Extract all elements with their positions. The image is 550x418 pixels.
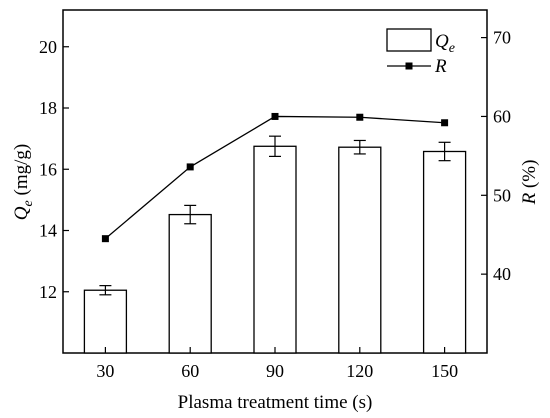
y-axis-title-main: Q <box>11 206 32 220</box>
y-tick-label-12: 12 <box>39 282 57 302</box>
y2-tick-label-70: 70 <box>493 28 511 48</box>
y2-tick-label-60: 60 <box>493 106 511 126</box>
y-axis-title: Qe (mg/g) <box>11 144 36 220</box>
point-r-90 <box>271 112 279 120</box>
bar-120 <box>338 146 382 354</box>
y2-axis-title-main: R <box>519 192 540 205</box>
y-tick-label-16: 16 <box>39 159 57 179</box>
x-tick-label-30: 30 <box>96 361 114 381</box>
legend-bar-label-main: Q <box>435 31 449 52</box>
y2-tick-label-40: 40 <box>493 264 511 284</box>
x-tick-label-60: 60 <box>181 361 199 381</box>
bar-60 <box>168 213 212 354</box>
y-tick-label-20: 20 <box>39 37 57 57</box>
legend-line-label: R <box>434 56 447 77</box>
point-r-60 <box>186 163 194 171</box>
x-tick-label-90: 90 <box>266 361 284 381</box>
y-axis-title-unit: (mg/g) <box>11 144 32 200</box>
y-tick-label-18: 18 <box>39 98 57 118</box>
x-tick-label-120: 120 <box>346 361 373 381</box>
point-r-120 <box>356 113 364 121</box>
legend-bar-label-sub: e <box>449 41 455 56</box>
bar-30 <box>83 289 128 354</box>
point-r-150 <box>441 119 449 127</box>
x-tick-label-150: 150 <box>431 361 458 381</box>
x-axis-title: Plasma treatment time (s) <box>178 392 373 413</box>
y2-axis-title-unit: (%) <box>519 160 540 193</box>
y2-axis-title: R (%) <box>519 160 540 206</box>
y-tick-label-14: 14 <box>39 221 57 241</box>
legend-line-marker <box>405 62 413 70</box>
bar-150 <box>422 150 467 354</box>
point-r-30 <box>101 235 109 243</box>
legend: Qe R <box>386 28 455 77</box>
legend-bar-label: Qe <box>435 31 455 56</box>
y-axis-title-sub: e <box>21 200 36 206</box>
y2-tick-label-50: 50 <box>493 185 511 205</box>
bar-90 <box>253 145 297 354</box>
legend-bar-swatch <box>386 28 432 52</box>
